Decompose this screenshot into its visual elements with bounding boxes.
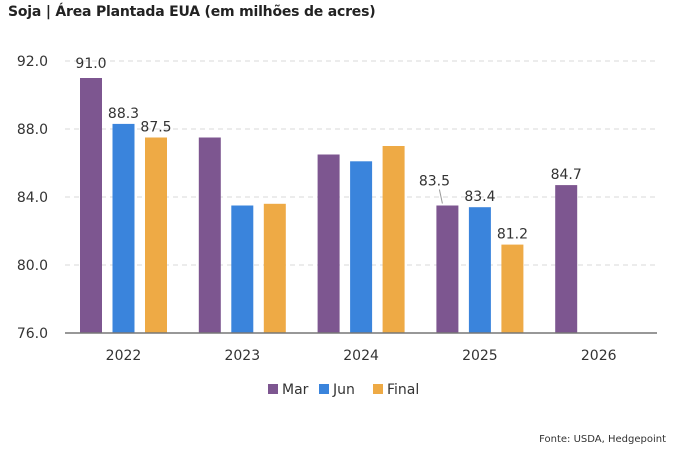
legend-label-mar: Mar [282,382,309,398]
source-note: Fonte: USDA, Hedgepoint [539,434,666,445]
bar-jun-2022 [112,123,135,334]
x-tick-label: 2023 [224,348,260,364]
bar-final-2024 [382,146,405,333]
y-tick-label: 88.0 [17,122,48,138]
data-label: 83.5 [419,174,450,190]
bar-mar-2023 [198,137,221,333]
x-tick-label: 2025 [462,348,498,364]
bar-mar-2026 [555,185,578,333]
y-tick-label: 76.0 [17,326,48,342]
legend-label-final: Final [387,382,419,398]
x-tick-label: 2022 [106,348,142,364]
data-label: 81.2 [497,227,528,243]
data-label: 88.3 [108,106,139,122]
label-leader-line [438,189,443,204]
y-tick-label: 84.0 [17,190,48,206]
bar-mar-2025 [436,205,459,333]
legend: Mar Jun Final [268,382,419,398]
bar-final-2023 [263,203,286,333]
bars [80,78,578,334]
bar-jun-2024 [350,161,373,333]
legend-label-jun: Jun [332,382,355,398]
bar-jun-2025 [468,207,491,333]
bar-jun-2023 [231,205,254,333]
chart-title: Soja | Área Plantada EUA (em milhões de … [8,4,376,20]
data-label: 87.5 [140,120,171,136]
data-label: 84.7 [551,167,582,183]
data-labels: 91.0 88.387.5 83.5 83.4 81.2 84.7 [75,56,581,243]
y-tick-label: 80.0 [17,258,48,274]
legend-swatch-final [373,384,383,394]
data-label: 91.0 [75,56,106,72]
bar-final-2025 [501,244,524,333]
x-tick-label: 2024 [343,348,379,364]
legend-swatch-mar [268,384,278,394]
x-axis: 2022 2023 2024 2025 2026 [65,332,657,364]
data-label: 83.4 [464,189,495,205]
bar-final-2022 [145,137,167,333]
legend-swatch-jun [319,384,329,394]
bar-mar-2024 [317,154,340,333]
y-axis: 76.0 80.0 84.0 88.0 92.0 [17,54,48,342]
bar-mar-2022 [80,78,102,333]
y-tick-label: 92.0 [17,54,48,70]
x-tick-label: 2026 [581,348,617,364]
